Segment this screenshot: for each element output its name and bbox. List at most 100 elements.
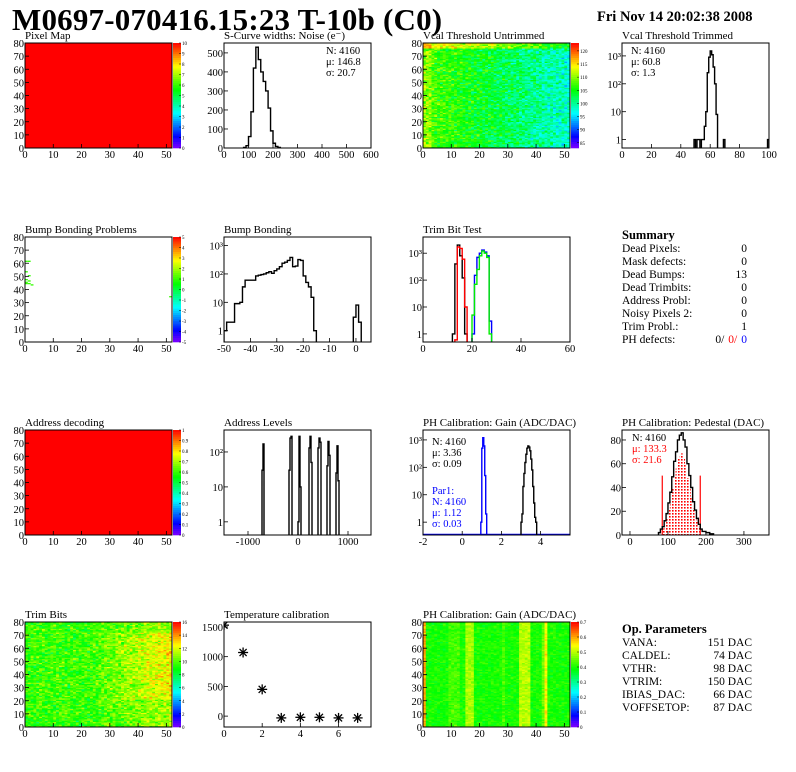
heatmap-cell [431, 58, 435, 61]
heatmap-cell [476, 108, 480, 111]
heatmap-cell [485, 112, 489, 115]
heatmap-cell [507, 79, 511, 82]
heatmap-cell [459, 73, 463, 75]
heatmap-cell [454, 70, 458, 73]
x-tick-label: 600 [363, 150, 379, 161]
heatmap-cell [473, 119, 478, 121]
heatmap-cell [504, 144, 509, 146]
heatmap-cell [471, 115, 475, 117]
heatmap-cell [567, 71, 570, 74]
heatmap-cell [513, 119, 517, 121]
heatmap-cell [519, 44, 523, 46]
heatmap-cell [423, 87, 427, 90]
color-scale-band [173, 486, 181, 490]
heatmap-cell [533, 108, 537, 111]
heatmap-cell [499, 116, 503, 119]
heatmap-cell [507, 116, 511, 119]
heatmap-cell [462, 70, 466, 73]
heatmap-cell [445, 113, 449, 116]
heatmap-cell [439, 74, 444, 77]
heatmap-cell [555, 64, 559, 66]
heatmap-cell [527, 132, 531, 134]
heatmap-cell [502, 64, 506, 66]
color-scale-band [173, 74, 181, 77]
heatmap-cell [490, 67, 494, 70]
heatmap-cell [428, 128, 432, 130]
heatmap-cell [493, 107, 497, 109]
color-scale-band [173, 478, 181, 481]
heatmap-cell [442, 52, 446, 54]
heatmap-cell [547, 49, 551, 52]
heatmap-cell [558, 83, 562, 86]
heatmap-cell [490, 88, 494, 91]
heatmap-cell [553, 112, 557, 115]
heatmap-cell [488, 106, 492, 108]
heatmap-cell [524, 58, 528, 61]
heatmap-cell [468, 136, 472, 138]
heatmap-cell [434, 58, 438, 61]
heatmap-cell [493, 130, 497, 133]
heatmap-cell [451, 145, 455, 147]
heatmap-cell [541, 88, 545, 91]
heatmap-cell [465, 127, 469, 129]
heatmap-cell [513, 92, 517, 95]
heatmap-cell [519, 102, 523, 104]
heatmap-cell [499, 102, 503, 104]
heatmap-cell [445, 54, 449, 57]
heatmap-cell [476, 125, 480, 128]
heatmap-cell [488, 132, 492, 134]
heatmap-cell [425, 45, 429, 48]
heatmap-cell [471, 123, 475, 125]
heatmap-cell [33, 660, 37, 662]
heatmap-cell [485, 136, 489, 138]
heatmap-cell [524, 61, 528, 63]
heatmap-cell [454, 133, 458, 136]
heatmap-cell [558, 91, 562, 94]
heatmap-cell [30, 643, 34, 645]
heatmap-cell [502, 121, 506, 124]
heatmap-cell [544, 70, 548, 73]
heatmap-cell [530, 125, 534, 128]
heatmap-cell [431, 64, 435, 66]
heatmap-cell [33, 677, 37, 679]
heatmap-cell [507, 91, 511, 94]
heatmap-cell [468, 106, 472, 108]
heatmap-cell [33, 704, 37, 707]
heatmap-cell [550, 112, 554, 115]
heatmap-cell [561, 107, 565, 109]
heatmap-cell [459, 119, 463, 121]
heatmap-cell [510, 109, 514, 112]
heatmap-cell [567, 82, 570, 84]
heatmap-cell [459, 62, 463, 65]
heatmap-cell [434, 96, 438, 99]
heatmap-cell [473, 96, 478, 99]
heatmap-cell [519, 100, 523, 103]
heatmap-cell [485, 141, 489, 144]
heatmap-cell [459, 129, 463, 132]
histogram-series [657, 432, 715, 535]
heatmap-cell [516, 120, 520, 123]
heatmap-cell [476, 141, 480, 144]
heatmap-cell [521, 69, 526, 71]
heatmap-cell [496, 146, 500, 148]
heatmap-cell [473, 57, 478, 60]
heatmap-cell [456, 94, 461, 96]
heatmap-cell [558, 137, 562, 140]
heatmap-cell [442, 142, 446, 145]
heatmap-cell [465, 107, 469, 109]
heatmap-cell [30, 664, 34, 666]
color-scale-band [173, 532, 181, 536]
heatmap-cell [33, 695, 37, 698]
heatmap-cell [496, 87, 500, 90]
heatmap-cell [550, 58, 554, 61]
heatmap-cell [555, 46, 559, 49]
heatmap-cell [459, 145, 463, 147]
heatmap-cell [538, 70, 543, 73]
heatmap-cell [544, 44, 548, 46]
heatmap-cell [479, 44, 483, 46]
heatmap-cell [524, 138, 528, 141]
heatmap-cell [533, 107, 537, 109]
color-scale-band [173, 253, 181, 257]
heatmap-cell [454, 91, 458, 94]
